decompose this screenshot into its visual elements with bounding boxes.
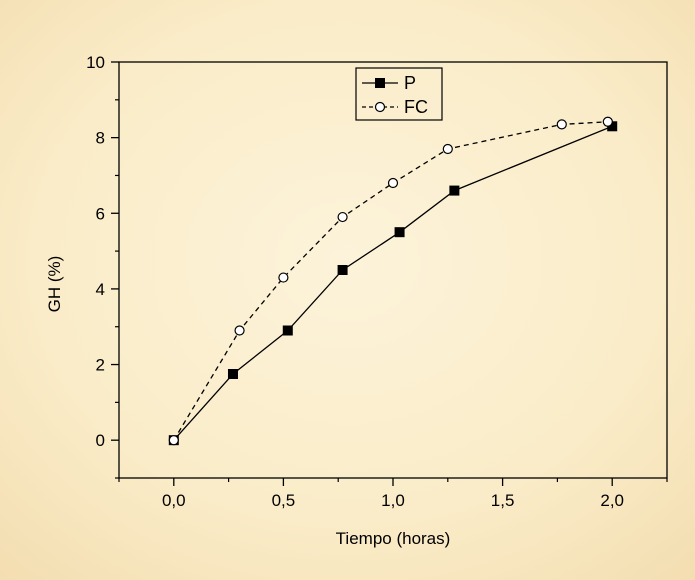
- y-tick-label: 8: [96, 129, 105, 148]
- data-point-fc: [387, 177, 399, 189]
- x-axis-title: Tiempo (horas): [336, 529, 451, 548]
- series-layer: [168, 116, 618, 446]
- legend-label-fc: FC: [404, 97, 428, 117]
- y-axis-title: GH (%): [45, 256, 64, 313]
- y-tick-label: 10: [86, 53, 105, 72]
- data-point-fc: [337, 211, 348, 223]
- legend-label-p: P: [404, 73, 416, 93]
- x-tick-label: 1,0: [381, 491, 405, 510]
- y-tick-label: 0: [96, 431, 105, 450]
- legend-box: [355, 67, 443, 121]
- data-point-fc: [234, 325, 245, 336]
- data-point-p: [227, 369, 238, 379]
- data-point-p: [337, 265, 348, 275]
- legend: P FC: [355, 67, 443, 121]
- y-tick-label: 6: [96, 204, 105, 223]
- data-point-p: [282, 325, 293, 336]
- data-point-fc: [442, 143, 453, 155]
- y-tick-label: 4: [96, 280, 105, 299]
- data-point-fc: [556, 119, 567, 130]
- x-tick-label: 0,5: [272, 491, 296, 510]
- data-point-p: [394, 227, 405, 238]
- data-point-fc: [602, 116, 613, 127]
- legend-marker-fc: [374, 101, 386, 113]
- axes-layer: 0,0 0,5 1,0 1,5 2,0 0 2 4 6 8 10: [86, 53, 668, 510]
- data-point-p: [449, 185, 460, 196]
- data-point-fc: [168, 435, 179, 446]
- data-point-fc: [278, 272, 289, 283]
- legend-marker-p: [375, 78, 385, 88]
- y-tick-label: 2: [96, 356, 105, 375]
- x-tick-label: 0,0: [162, 491, 186, 510]
- x-tick-label: 1,5: [491, 491, 515, 510]
- series-line-fc: [173, 121, 608, 441]
- x-tick-label: 2,0: [600, 491, 624, 510]
